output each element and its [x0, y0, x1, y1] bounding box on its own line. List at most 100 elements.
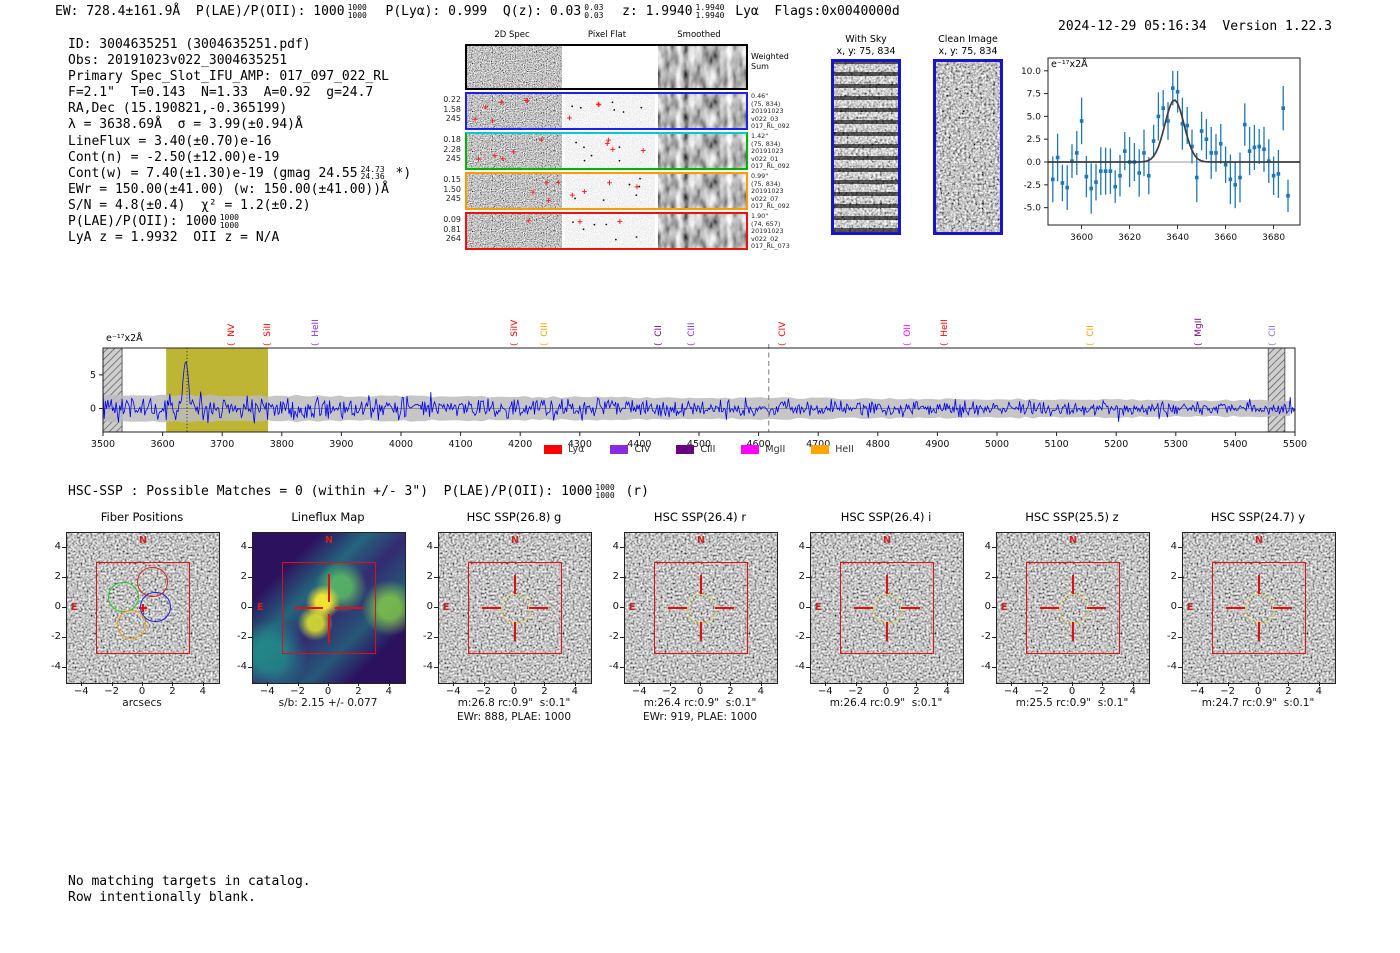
cutout-title: HSC SSP(26.4) r: [653, 510, 747, 524]
twod-right-value: 017_RL_092: [751, 122, 790, 131]
cutout-ytick-label: -2: [51, 631, 61, 642]
twod-spec-noise: [467, 214, 562, 248]
twod-left-value: 264: [445, 234, 461, 244]
svg-text:3900: 3900: [329, 439, 353, 450]
info-text: Primary Spec_Slot_IFU_AMP: 017_097_022_R…: [68, 69, 389, 85]
twod-col-header-2dspec: 2D Spec: [494, 30, 530, 40]
info-line: P(LAE)/P(OII): 1000 1000 1000: [68, 213, 411, 230]
fraction-top: 0.03: [584, 3, 604, 13]
legend-item-mgii: MgII: [741, 444, 785, 455]
twod-row: [465, 44, 748, 90]
svg-text:4500: 4500: [687, 439, 711, 450]
svg-text:3500: 3500: [91, 439, 115, 450]
cutout-ytick-mark: [806, 577, 810, 578]
cutout-xtick-label: 0: [1254, 686, 1262, 697]
svg-text:5100: 5100: [1045, 439, 1069, 450]
header-fraction: 0.03 0.03: [584, 3, 604, 19]
report-timestamp: 2024-12-29 05:16:34: [1058, 19, 1207, 34]
cutout-ytick-mark: [62, 637, 66, 638]
legend-swatch: [610, 445, 629, 454]
twod-row-right-labels: 0.46" (75, 834) 20191023 v022_03 017_RL_092: [751, 92, 799, 131]
cutout-xtick-label: 0: [882, 686, 890, 697]
cutout-xtick-label: −4: [631, 686, 647, 697]
cutout-xtick-mark: [639, 682, 641, 686]
crosshair-h-right: [715, 607, 734, 609]
twod-row-left-labels: 0.18 2.28 245: [423, 135, 461, 164]
twod-right-value: 1.90": [751, 212, 769, 220]
cutout-ytick-label: 0: [240, 601, 247, 612]
cutout-ytick-label: -4: [237, 661, 247, 672]
cutout-xtick-label: 2: [1099, 686, 1106, 697]
cutout-ytick-label: 4: [798, 541, 805, 552]
compass-north-label: N: [325, 535, 333, 546]
info-line: RA,Dec (15.190821,-0.365199): [68, 101, 411, 117]
twod-row-left-labels: 0.15 1.50 245: [423, 175, 461, 204]
cutout-xtick-mark: [358, 682, 360, 686]
cutout-xtick-mark: [669, 682, 671, 686]
header-spacer: [1207, 19, 1223, 34]
cutout-xtick-label: 0: [1068, 686, 1076, 697]
cutout-ytick-mark: [62, 667, 66, 668]
spectrum-svg: 3500 3600 3700 3800 3900 4000 4100 4200 4300 4400…: [90, 344, 1307, 450]
twod-right-value: v022_03: [751, 114, 779, 123]
twod-right-value: 20191023: [751, 227, 784, 236]
svg-text:5300: 5300: [1164, 439, 1188, 450]
cutout-ytick-mark: [992, 637, 996, 638]
cutout-xtick-mark: [483, 682, 485, 686]
twod-segment-spec: [467, 46, 562, 88]
spectral-line-label-civ: ( CIV: [778, 321, 789, 346]
cutout-xtick-mark: [1011, 682, 1013, 686]
spectral-line-label-cii: ( CII: [1267, 325, 1278, 346]
twod-pixelflat-noise: [565, 94, 655, 128]
legend-swatch: [676, 445, 695, 454]
compass-east-label: E: [629, 602, 636, 613]
twod-segment-spec: [467, 214, 562, 248]
sky-panel-coords: x, y: 75, 834: [938, 46, 998, 57]
center-cross-v: [142, 604, 144, 612]
svg-text:4600: 4600: [747, 439, 771, 450]
cutout-xtick-mark: [574, 682, 576, 686]
twod-right-value: 0.99": [751, 172, 769, 180]
info-line: F=2.1" T=0.143 N=1.33 A=0.92 g=24.7: [68, 85, 411, 101]
cutout-xtick-label: −2: [848, 686, 863, 697]
cutout-title: HSC SSP(24.7) y: [1210, 510, 1306, 524]
cutout-xtick-mark: [1072, 682, 1073, 686]
cutout-caption: m:26.4 rc:0.9" s:0.1": [829, 697, 943, 709]
cutout-ytick-label: 2: [798, 571, 805, 582]
cutout-xlabel: arcsecs: [122, 697, 162, 709]
cutout-xtick-mark: [946, 682, 948, 686]
twod-marker-overlay: [530, 177, 641, 203]
svg-text:3600: 3600: [151, 439, 175, 450]
cutout-ytick-mark: [434, 607, 438, 608]
compass-east-label: E: [443, 602, 450, 613]
svg-text:3700: 3700: [210, 439, 234, 450]
svg-text:5000: 5000: [985, 439, 1009, 450]
cutout-xtick-label: −4: [817, 686, 833, 697]
twod-smoothed-noise: [658, 214, 746, 248]
cutout-xtick-label: −2: [290, 686, 305, 697]
twod-left-value: 245: [445, 114, 461, 124]
svg-text:3600: 3600: [1070, 233, 1093, 242]
cutout-ytick-label: 4: [612, 541, 619, 552]
cutout-xtick-label: 0: [696, 686, 704, 697]
twod-left-value: 245: [445, 194, 461, 204]
cutout-xtick-label: −4: [445, 686, 461, 697]
info-text: λ = 3638.69Å σ = 3.99(±0.94)Å: [68, 117, 303, 133]
info-text: LyA z = 1.9932 OII z = N/A: [68, 230, 280, 246]
cutout-xtick-mark: [1197, 682, 1199, 686]
cutout-ytick-label: 2: [54, 571, 61, 582]
twod-segment-smoothed: [658, 134, 746, 168]
spectral-line-label-nv: ( NV: [227, 323, 238, 346]
info-line: S/N = 4.8(±0.4) χ² = 1.2(±0.2): [68, 198, 411, 214]
svg-text:-2.5: -2.5: [1023, 181, 1041, 191]
twod-left-value: 0.22: [443, 95, 461, 104]
footer-notes: No matching targets in catalog. Row inte…: [68, 874, 311, 905]
fraction-bottom: 1000: [347, 10, 367, 20]
cutout-xtick-mark: [267, 682, 269, 686]
cutout-xtick-label: 2: [355, 686, 362, 697]
cutout-ytick-label: 4: [984, 541, 991, 552]
